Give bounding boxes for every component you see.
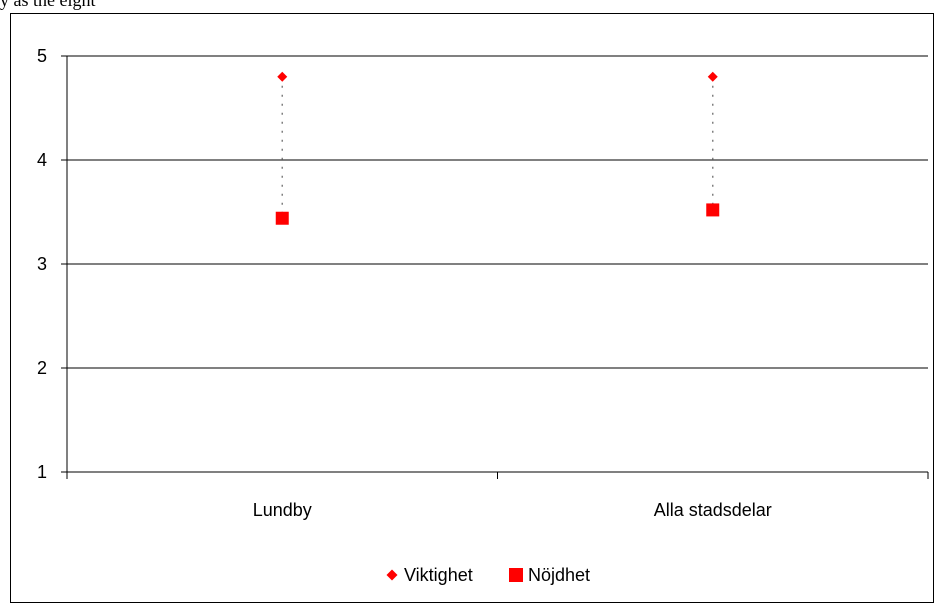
legend-square-marker (509, 568, 523, 582)
x-category-label: Lundby (253, 500, 312, 520)
y-tick-label: 3 (37, 254, 47, 274)
axis-layer (61, 55, 929, 479)
heading-fragment: y as the eight (0, 0, 96, 10)
viktighet-point (707, 71, 718, 82)
legend-entry-label: Nöjdhet (528, 565, 590, 585)
legend-layer: Viktighet Nöjdhet (386, 565, 590, 585)
marker-layer (275, 71, 720, 225)
x-category-label: Alla stadsdelar (654, 500, 772, 520)
grid-layer (67, 55, 928, 369)
connector-layer (281, 76, 714, 219)
legend-entry-label: Viktighet (404, 565, 473, 585)
legend-diamond-marker (386, 569, 398, 581)
y-tick-label: 2 (37, 358, 47, 378)
label-layer: 1 2 3 4 5 Lundby Alla stadsdelar (37, 46, 772, 520)
viktighet-point (277, 71, 288, 82)
chart-frame (10, 13, 934, 603)
y-tick-label: 5 (37, 46, 47, 66)
nojdhet-point (706, 203, 720, 217)
y-tick-label: 1 (37, 462, 47, 482)
nojdhet-point (275, 211, 289, 225)
y-tick-label: 4 (37, 150, 47, 170)
clipped-heading-text: y as the eight (0, 0, 937, 14)
